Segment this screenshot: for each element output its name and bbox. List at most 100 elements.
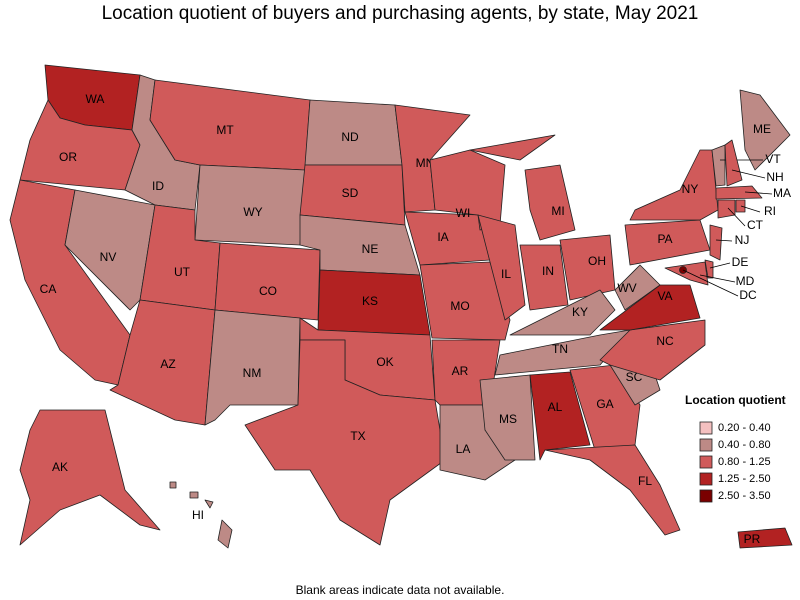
state [737,527,793,549]
state-label: ND [341,130,359,144]
state-label: IL [501,267,511,281]
state-label: WA [86,92,105,106]
state [509,289,616,336]
state-label: SD [342,186,359,200]
state [709,224,723,261]
state [64,189,156,311]
state-label: HI [192,508,204,522]
state-label: IA [437,230,448,244]
state-label: CT [747,218,764,232]
state [19,409,161,546]
state [544,444,681,536]
state [664,261,709,286]
legend-label: 0.20 - 0.40 [718,422,771,434]
state-label: PR [744,532,761,546]
state-label: AK [52,460,68,474]
state [204,499,214,509]
label-pointer [709,262,731,269]
state-label: OH [588,254,606,268]
state-label: OR [59,150,77,164]
legend-label: 0.40 - 0.80 [718,439,771,451]
state-label: NV [100,250,117,264]
state [214,242,321,321]
legend-label: 2.50 - 3.50 [718,490,771,502]
state [715,185,763,200]
state-label: KS [362,294,378,308]
state-label: ME [753,122,771,136]
state [469,134,556,161]
state-label: MO [450,299,469,313]
state-label: AZ [160,357,175,371]
state-label: ID [152,179,164,193]
state [189,491,199,499]
state-label: WV [617,281,636,295]
state-label: NC [656,334,674,348]
state-label: TX [350,429,365,443]
state-label: WI [456,206,471,220]
label-pointer [740,205,761,213]
state-label: DC [739,288,757,302]
state-label: PA [657,232,672,246]
state-label: NE [362,242,379,256]
state [724,139,743,187]
state-label: NH [766,170,783,184]
state-label: CA [40,282,57,296]
state-label: LA [456,442,471,456]
state [479,374,536,461]
state-label: MA [773,186,791,200]
state-label: MS [499,412,517,426]
label-pointer [682,269,739,297]
label-pointer [699,274,736,283]
state-label: AL [548,400,563,414]
state-label: KY [572,305,588,319]
legend-swatch [699,421,713,435]
legend-swatch [699,472,713,486]
state [244,339,446,546]
state-label: MD [736,274,755,288]
state [711,144,726,187]
state-label: NJ [735,233,750,247]
state [169,481,177,489]
legend-title: Location quotient [685,393,786,407]
state-label: NY [682,182,699,196]
state-label: MN [416,156,435,170]
state-label: AR [452,364,469,378]
state-label: MI [551,204,564,218]
state-label: UT [174,265,191,279]
state-label: TN [552,342,568,356]
state [419,261,511,341]
state [529,371,591,461]
state-label: VA [657,289,672,303]
legend-label: 0.80 - 1.25 [718,456,771,468]
state [477,214,526,321]
legend-swatch [699,489,713,503]
state [524,164,576,241]
state-label: NM [243,366,262,380]
state [519,244,569,311]
state [629,149,719,221]
map-title: Location quotient of buyers and purchasi… [102,3,699,24]
state [217,519,233,549]
label-pointer [731,169,766,179]
state-label: OK [376,355,393,369]
legend-swatch [699,455,713,469]
legend-label: 1.25 - 2.50 [718,473,771,485]
state [614,264,661,311]
label-pointer [744,191,773,195]
state-label: DE [732,255,749,269]
state [569,364,641,451]
state-label: CO [259,284,277,298]
state-label: WY [243,205,262,219]
state-label: MT [216,123,234,137]
state-label: GA [596,397,613,411]
state-label: IN [542,264,554,278]
state-label: RI [764,204,776,218]
footnote: Blank areas indicate data not available. [296,583,505,597]
label-pointer [727,207,746,227]
state [717,199,736,219]
state [735,199,746,213]
state-label: FL [638,474,652,488]
label-pointer [715,239,733,242]
legend-swatch [699,438,713,452]
